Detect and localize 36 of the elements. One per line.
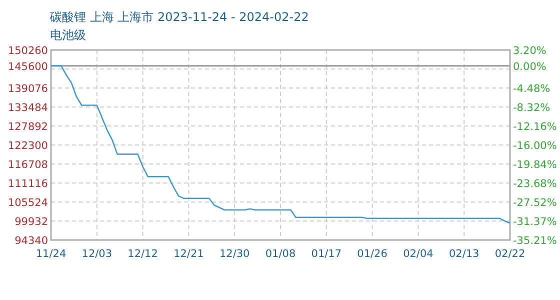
y-tick-label: 122300 (8, 140, 48, 152)
y2-tick-label: -27.52% (513, 196, 557, 209)
y2-tick-label: -19.84% (513, 158, 557, 171)
chart-subtitle: 电池级 (50, 28, 86, 42)
y-tick-label: 105524 (8, 197, 48, 209)
y-tick-label: 145600 (8, 60, 48, 73)
x-tick-label: 12/12 (128, 248, 158, 260)
chart-title: 碳酸锂 上海 上海市 2023-11-24 - 2024-02-22 (49, 10, 309, 24)
x-tick-label: 12/03 (82, 248, 112, 260)
y2-tick-label: -4.48% (513, 82, 550, 95)
x-tick-label: 01/17 (311, 248, 342, 260)
x-tick-label: 02/13 (448, 248, 480, 260)
y2-tick-label: 0.00% (513, 60, 546, 73)
y-tick-label: 127892 (8, 121, 48, 133)
line-series (50, 65, 511, 224)
y-tick-label: 139076 (8, 83, 48, 95)
x-tick-label: 02/22 (494, 248, 526, 260)
y2-tick-label: -31.37% (513, 216, 557, 228)
x-tick-label: 11/24 (36, 248, 66, 260)
y2-tick-label: 3.20% (513, 45, 546, 57)
x-tick-label: 12/30 (219, 248, 250, 260)
y2-tick-label: -16.00% (513, 140, 557, 152)
y2-tick-label: -8.32% (513, 102, 550, 114)
y-tick-label: 99932 (14, 216, 48, 228)
y-tick-label: 150260 (8, 45, 48, 57)
y-tick-label: 116708 (8, 159, 48, 171)
x-tick-label: 12/21 (174, 248, 204, 260)
x-tick-label: 02/04 (403, 248, 434, 260)
y2-tick-label: -35.21% (513, 235, 557, 247)
y-tick-label: 111116 (8, 178, 48, 190)
x-tick-label: 01/26 (357, 248, 388, 260)
y-tick-label: 133484 (8, 102, 48, 114)
x-tick-label: 01/08 (265, 248, 296, 260)
y2-tick-label: -12.16% (513, 120, 557, 133)
y-tick-label: 94340 (14, 235, 48, 247)
y2-tick-label: -23.68% (513, 178, 557, 190)
